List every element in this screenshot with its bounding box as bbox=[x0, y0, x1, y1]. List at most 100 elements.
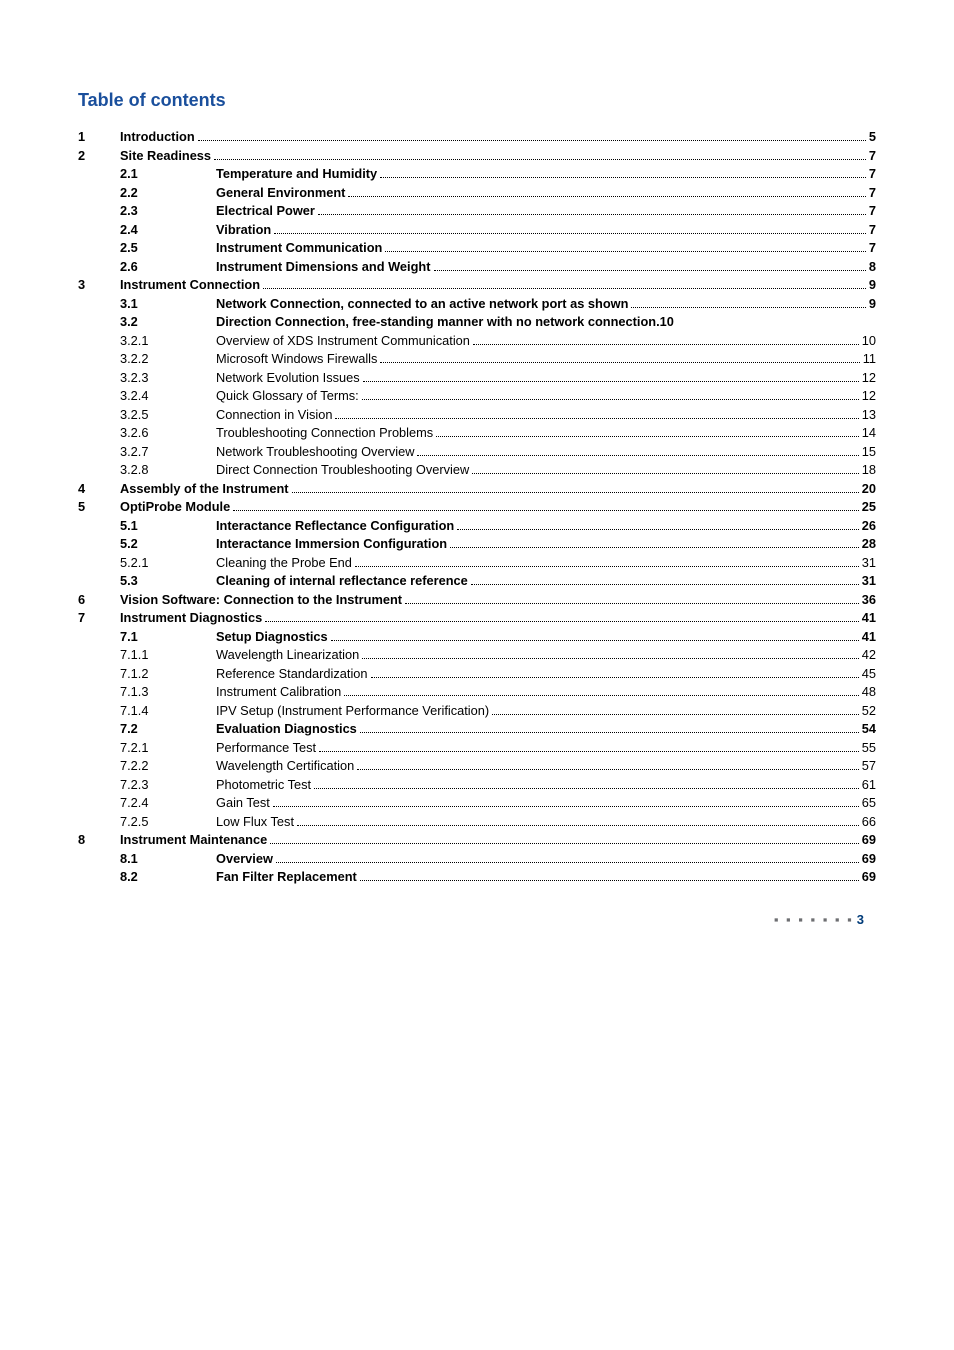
toc-entry-title: Direct Connection Troubleshooting Overvi… bbox=[216, 462, 469, 477]
toc-entry[interactable]: 5.1Interactance Reflectance Configuratio… bbox=[78, 518, 876, 533]
toc-section-num: 7.2.3 bbox=[120, 777, 216, 792]
toc-entry[interactable]: 7.1.4IPV Setup (Instrument Performance V… bbox=[78, 703, 876, 718]
toc-entry[interactable]: 3.2.7Network Troubleshooting Overview 15 bbox=[78, 444, 876, 459]
toc-section-num: 7.2.5 bbox=[120, 814, 216, 829]
toc-entry[interactable]: 7.2.1Performance Test 55 bbox=[78, 740, 876, 755]
toc-entry[interactable]: 3.2.2Microsoft Windows Firewalls 11 bbox=[78, 351, 876, 366]
toc-section-num: 7.1.2 bbox=[120, 666, 216, 681]
toc-chapter-num: 4 bbox=[78, 481, 120, 496]
toc-page-num: 45 bbox=[862, 666, 876, 681]
toc-entry[interactable]: 3.2.8Direct Connection Troubleshooting O… bbox=[78, 462, 876, 477]
toc-entry[interactable]: 7.2.3Photometric Test 61 bbox=[78, 777, 876, 792]
footer-dots: ▪ ▪ ▪ ▪ ▪ ▪ ▪ bbox=[774, 912, 854, 927]
toc-entry[interactable]: 2.2General Environment 7 bbox=[78, 185, 876, 200]
toc-entry[interactable]: 2.3Electrical Power 7 bbox=[78, 203, 876, 218]
toc-entry-title: Setup Diagnostics bbox=[216, 629, 328, 644]
toc-entry[interactable]: 7.2.5Low Flux Test 66 bbox=[78, 814, 876, 829]
toc-entry[interactable]: 3.2Direction Connection, free-standing m… bbox=[78, 314, 876, 329]
toc-leader-dots bbox=[471, 584, 859, 585]
toc-entry-title: Instrument Calibration bbox=[216, 684, 341, 699]
toc-entry-title: Evaluation Diagnostics bbox=[216, 721, 357, 736]
toc-page-num: 7 bbox=[869, 222, 876, 237]
toc-entry[interactable]: 4Assembly of the Instrument 20 bbox=[78, 481, 876, 496]
toc-entry-title: Site Readiness bbox=[120, 148, 211, 163]
toc-entry[interactable]: 8.2Fan Filter Replacement 69 bbox=[78, 869, 876, 884]
toc-section-num: 7.2 bbox=[120, 721, 216, 736]
toc-section-num: 7.1 bbox=[120, 629, 216, 644]
toc-leader-dots bbox=[450, 547, 859, 548]
toc-entry[interactable]: 3.2.4Quick Glossary of Terms: 12 bbox=[78, 388, 876, 403]
toc-entry-title: Quick Glossary of Terms: bbox=[216, 388, 359, 403]
toc-page-num: 42 bbox=[862, 647, 876, 662]
toc-entry-title: OptiProbe Module bbox=[120, 499, 230, 514]
toc-entry[interactable]: 5.2.1Cleaning the Probe End 31 bbox=[78, 555, 876, 570]
toc-leader-dots bbox=[434, 270, 866, 271]
toc-entry[interactable]: 7.2.2Wavelength Certification 57 bbox=[78, 758, 876, 773]
toc-entry-title: Cleaning the Probe End bbox=[216, 555, 352, 570]
toc-leader-dots bbox=[331, 640, 859, 641]
toc-entry-title: Interactance Reflectance Configuration bbox=[216, 518, 454, 533]
toc-leader-dots bbox=[473, 344, 859, 345]
toc-entry[interactable]: 3.2.5Connection in Vision 13 bbox=[78, 407, 876, 422]
toc-leader-dots bbox=[318, 214, 866, 215]
toc-entry[interactable]: 8Instrument Maintenance 69 bbox=[78, 832, 876, 847]
toc-section-num: 3.2.8 bbox=[120, 462, 216, 477]
toc-entry[interactable]: 3.2.6Troubleshooting Connection Problems… bbox=[78, 425, 876, 440]
toc-entry[interactable]: 5.2Interactance Immersion Configuration … bbox=[78, 536, 876, 551]
toc-leader-dots bbox=[492, 714, 859, 715]
toc-entry-title: Gain Test bbox=[216, 795, 270, 810]
toc-section-num: 7.1.3 bbox=[120, 684, 216, 699]
toc-leader-dots bbox=[348, 196, 865, 197]
toc-entry-title: IPV Setup (Instrument Performance Verifi… bbox=[216, 703, 489, 718]
toc-entry[interactable]: 1Introduction 5 bbox=[78, 129, 876, 144]
toc-entry[interactable]: 7Instrument Diagnostics 41 bbox=[78, 610, 876, 625]
toc-entry[interactable]: 7.1.2Reference Standardization 45 bbox=[78, 666, 876, 681]
toc-entry[interactable]: 8.1Overview 69 bbox=[78, 851, 876, 866]
toc-chapter-num: 3 bbox=[78, 277, 120, 292]
toc-entry[interactable]: 5OptiProbe Module 25 bbox=[78, 499, 876, 514]
toc-page-num: 7 bbox=[869, 240, 876, 255]
toc-entry[interactable]: 7.1Setup Diagnostics 41 bbox=[78, 629, 876, 644]
toc-leader-dots bbox=[371, 677, 859, 678]
toc-chapter-num: 8 bbox=[78, 832, 120, 847]
toc-entry-title: Wavelength Certification bbox=[216, 758, 354, 773]
toc-leader-dots bbox=[385, 251, 866, 252]
toc-page-num: 41 bbox=[862, 610, 876, 625]
toc-section-num: 7.2.4 bbox=[120, 795, 216, 810]
toc-entry-title: Instrument Connection bbox=[120, 277, 260, 292]
toc-list: 1Introduction 5 2Site Readiness 7 2.1Tempe… bbox=[78, 129, 876, 884]
toc-page-num: 11 bbox=[863, 351, 876, 366]
toc-section-num: 3.2.1 bbox=[120, 333, 216, 348]
toc-entry[interactable]: 3.1Network Connection, connected to an a… bbox=[78, 296, 876, 311]
toc-page-num: 57 bbox=[862, 758, 876, 773]
toc-entry[interactable]: 6Vision Software: Connection to the Inst… bbox=[78, 592, 876, 607]
toc-entry[interactable]: 2.4Vibration 7 bbox=[78, 222, 876, 237]
page-number: 3 bbox=[857, 912, 864, 927]
toc-page-num: 69 bbox=[862, 869, 876, 884]
toc-page-num: 8 bbox=[869, 259, 876, 274]
toc-entry[interactable]: 5.3Cleaning of internal reflectance refe… bbox=[78, 573, 876, 588]
toc-entry[interactable]: 3.2.1Overview of XDS Instrument Communic… bbox=[78, 333, 876, 348]
toc-section-num: 3.2.7 bbox=[120, 444, 216, 459]
toc-section-num: 3.2.6 bbox=[120, 425, 216, 440]
toc-page-num: 7 bbox=[869, 185, 876, 200]
toc-entry-title: Network Troubleshooting Overview bbox=[216, 444, 414, 459]
toc-entry[interactable]: 7.1.1Wavelength Linearization 42 bbox=[78, 647, 876, 662]
toc-entry[interactable]: 7.2Evaluation Diagnostics 54 bbox=[78, 721, 876, 736]
toc-page-num: 61 bbox=[862, 777, 876, 792]
toc-entry[interactable]: 2.5Instrument Communication 7 bbox=[78, 240, 876, 255]
toc-section-num: 5.2.1 bbox=[120, 555, 216, 570]
toc-entry[interactable]: 3Instrument Connection 9 bbox=[78, 277, 876, 292]
toc-entry-title: Introduction bbox=[120, 129, 195, 144]
toc-entry[interactable]: 7.2.4Gain Test 65 bbox=[78, 795, 876, 810]
toc-entry[interactable]: 7.1.3Instrument Calibration 48 bbox=[78, 684, 876, 699]
toc-entry[interactable]: 2.6Instrument Dimensions and Weight 8 bbox=[78, 259, 876, 274]
toc-entry[interactable]: 3.2.3Network Evolution Issues 12 bbox=[78, 370, 876, 385]
toc-entry[interactable]: 2Site Readiness 7 bbox=[78, 148, 876, 163]
toc-entry[interactable]: 2.1Temperature and Humidity 7 bbox=[78, 166, 876, 181]
toc-section-num: 7.1.4 bbox=[120, 703, 216, 718]
toc-page-num: 7 bbox=[869, 203, 876, 218]
toc-leader-dots bbox=[436, 436, 859, 437]
toc-leader-dots bbox=[265, 621, 859, 622]
toc-entry-title: Assembly of the Instrument bbox=[120, 481, 289, 496]
